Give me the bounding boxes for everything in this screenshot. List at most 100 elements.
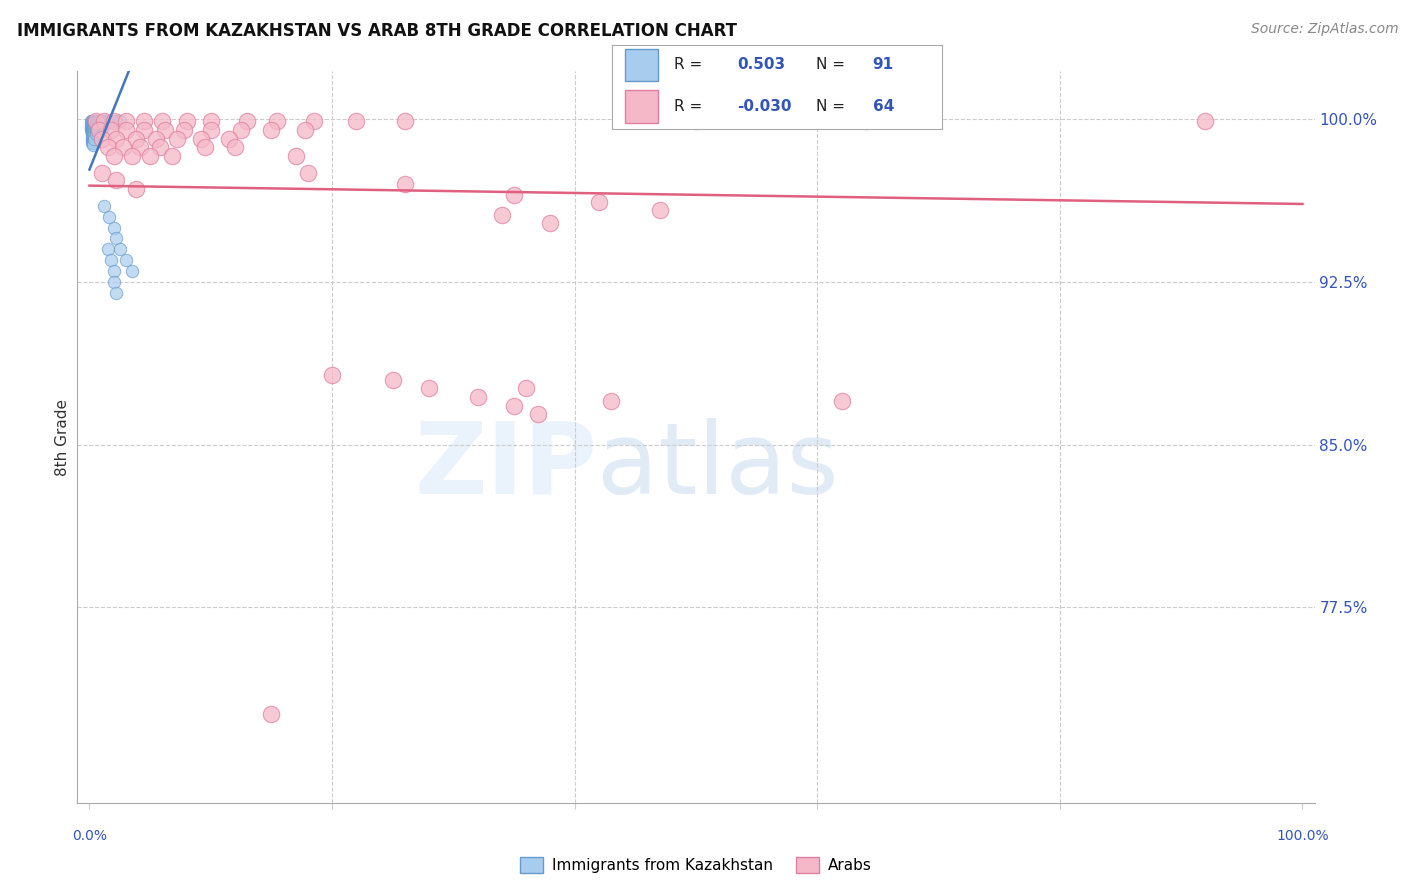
Point (84, 114, 107, 128)
Point (90, 116, 112, 130)
Point (105, 231, 128, 245)
Point (190, 131, 212, 145)
Point (91, 114, 114, 128)
Point (82, 136, 104, 150)
Point (84, 116, 107, 130)
Point (89, 123, 111, 137)
Point (218, 131, 240, 145)
Point (491, 208, 513, 222)
Legend: Immigrants from Kazakhstan, Arabs: Immigrants from Kazakhstan, Arabs (513, 851, 879, 880)
Point (94, 116, 117, 130)
Point (79, 120, 101, 135)
Point (86, 116, 108, 130)
Point (82, 119, 104, 133)
Point (80, 136, 103, 150)
Point (80, 125, 103, 139)
Point (82, 131, 104, 145)
Point (100, 114, 122, 128)
Point (83, 120, 105, 135)
Point (83, 129, 105, 144)
Point (79, 114, 101, 128)
Text: IMMIGRANTS FROM KAZAKHSTAN VS ARAB 8TH GRADE CORRELATION CHART: IMMIGRANTS FROM KAZAKHSTAN VS ARAB 8TH G… (17, 22, 737, 40)
Point (321, 368, 343, 383)
Point (80, 129, 103, 144)
Point (103, 264, 125, 278)
Point (129, 140, 152, 154)
Point (87, 116, 110, 130)
Point (82, 116, 104, 130)
Point (89, 114, 111, 128)
Point (100, 253, 122, 268)
Y-axis label: 8th Grade: 8th Grade (55, 399, 70, 475)
Text: 91: 91 (873, 57, 894, 72)
Point (1194, 114, 1216, 128)
Point (83, 114, 105, 128)
Point (97, 210, 120, 224)
Point (89, 119, 111, 133)
Point (538, 216, 561, 230)
Point (83, 125, 105, 139)
Point (93, 199, 115, 213)
Point (84, 120, 107, 135)
Point (83, 119, 105, 133)
Point (344, 114, 367, 128)
Point (89, 119, 111, 133)
Point (93, 116, 115, 130)
Point (97, 114, 120, 128)
Point (160, 149, 183, 163)
Point (82, 129, 104, 144)
Point (166, 131, 188, 145)
Text: ZIP: ZIP (415, 417, 598, 515)
Point (94, 114, 117, 128)
Point (83, 116, 105, 130)
Point (588, 194, 610, 209)
Point (89, 120, 111, 135)
Point (503, 399, 526, 413)
Point (84, 119, 107, 133)
Point (82, 120, 104, 135)
Point (302, 114, 325, 128)
Point (96, 114, 118, 128)
Point (82, 114, 104, 128)
Point (87, 123, 110, 137)
Point (503, 188, 526, 202)
Text: -0.030: -0.030 (737, 99, 792, 114)
Point (266, 114, 288, 128)
Point (224, 140, 246, 154)
Point (132, 123, 155, 137)
Point (108, 243, 131, 257)
Point (115, 253, 138, 268)
Point (86, 120, 108, 135)
Point (80, 128, 103, 142)
Point (84, 125, 107, 139)
Point (84, 114, 107, 128)
Point (105, 173, 128, 187)
Point (100, 123, 122, 137)
Point (153, 123, 176, 137)
Point (515, 381, 537, 395)
Point (82, 125, 104, 139)
Point (229, 123, 252, 137)
Point (82, 134, 104, 148)
Text: 0.503: 0.503 (737, 57, 786, 72)
Point (82, 128, 104, 142)
Point (86, 123, 108, 137)
Point (115, 123, 138, 137)
Point (831, 394, 853, 409)
Point (105, 285, 128, 300)
Point (80, 116, 103, 130)
FancyBboxPatch shape (624, 90, 658, 122)
Point (284, 149, 307, 163)
Point (103, 149, 125, 163)
Point (89, 116, 111, 130)
Text: 64: 64 (873, 99, 894, 114)
Point (91, 119, 114, 133)
Point (124, 131, 146, 145)
Point (80, 134, 103, 148)
Point (103, 114, 125, 128)
Point (93, 114, 115, 128)
Point (90, 131, 112, 145)
Point (176, 114, 198, 128)
Point (394, 178, 416, 192)
Text: R =: R = (675, 99, 703, 114)
